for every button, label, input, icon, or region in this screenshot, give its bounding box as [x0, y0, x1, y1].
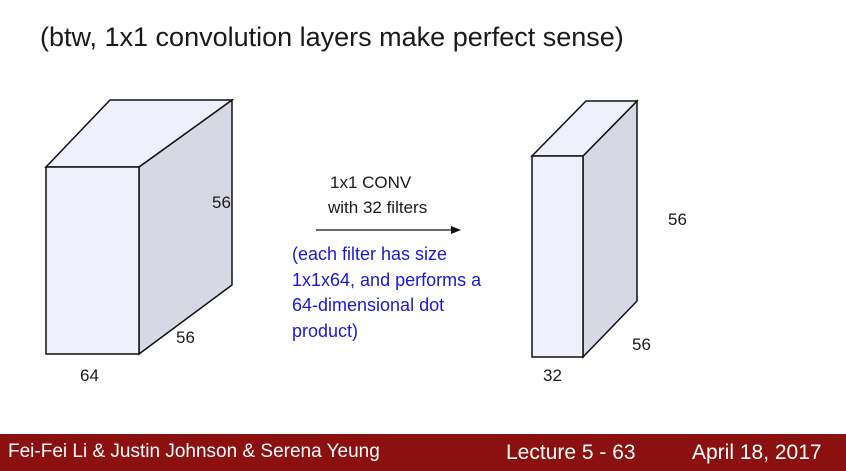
footer-authors: Fei-Fei Li & Justin Johnson & Serena Yeu… [8, 441, 380, 462]
operation-filters-label: with 32 filters [327, 198, 427, 217]
output-volume-front-face [531, 155, 584, 358]
input-width-label: 64 [80, 366, 99, 385]
input-height-label: 56 [212, 193, 231, 212]
input-volume [44, 98, 235, 356]
convolution-diagram: 56 56 64 1x1 CONV with 32 filters 56 56 … [44, 98, 687, 385]
arrow-icon [316, 226, 461, 234]
slide-title: (btw, 1x1 convolution layers make perfec… [40, 22, 624, 52]
input-depth-label: 56 [176, 328, 195, 347]
filter-note-line: 64-dimensional dot [292, 295, 445, 315]
operation-label: 1x1 CONV [330, 173, 412, 192]
output-height-label: 56 [668, 210, 687, 229]
output-width-label: 32 [543, 366, 562, 385]
footer-lecture-number: Lecture 5 - 63 [506, 441, 636, 464]
filter-note: (each filter has size 1x1x64, and perfor… [292, 242, 481, 344]
input-volume-front-face [45, 166, 140, 355]
filter-note-line: 1x1x64, and performs a [292, 269, 482, 290]
footer-bar: Fei-Fei Li & Justin Johnson & Serena Yeu… [0, 434, 846, 471]
output-volume [530, 99, 639, 359]
output-depth-label: 56 [632, 335, 651, 354]
filter-note-line: product) [292, 320, 359, 341]
filter-note-line: (each filter has size [292, 244, 448, 264]
footer-date: April 18, 2017 [692, 441, 822, 464]
